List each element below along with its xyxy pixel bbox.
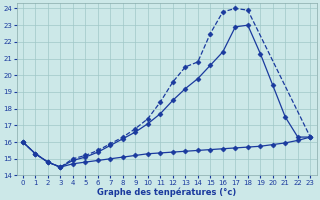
X-axis label: Graphe des tenpératures (°c): Graphe des tenpératures (°c) xyxy=(97,187,236,197)
